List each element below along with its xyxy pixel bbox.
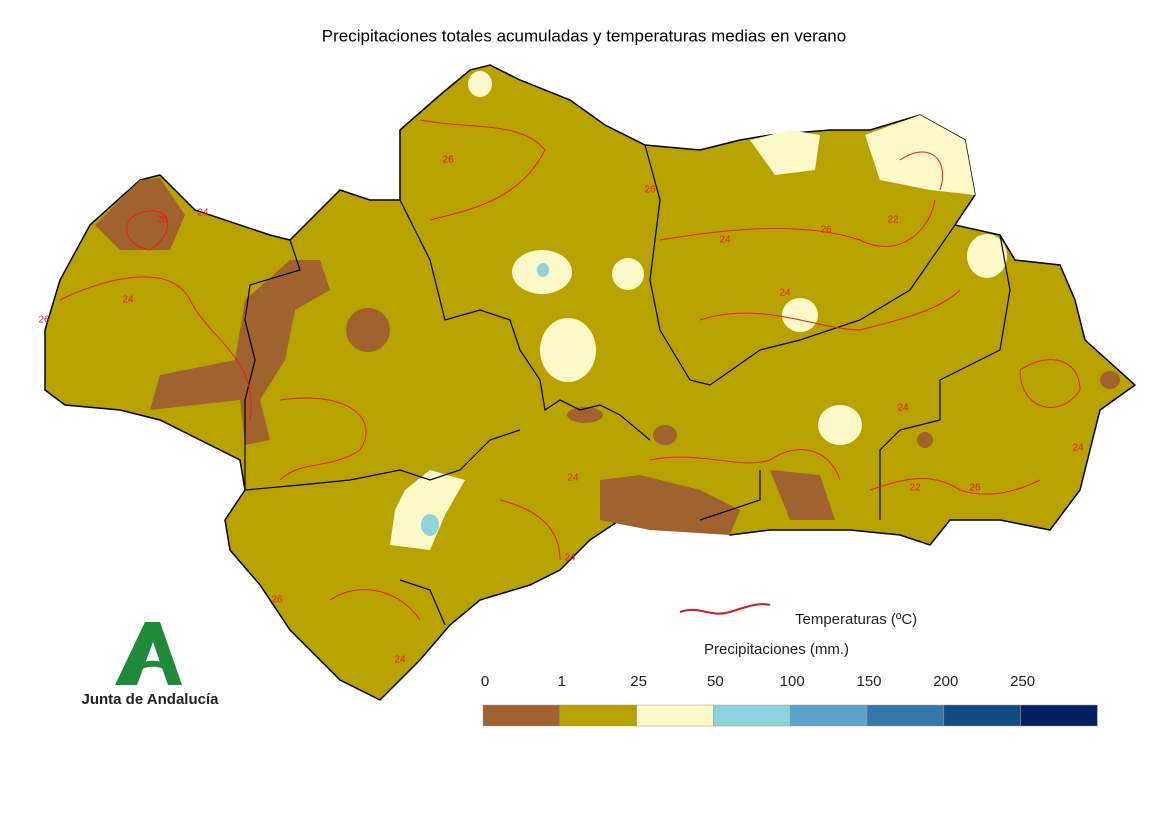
logo-mark — [129, 660, 175, 675]
temperature-swatch — [679, 603, 771, 615]
scale-swatch — [636, 704, 714, 727]
scale-label: 250 — [1010, 673, 1035, 690]
color-scale: 0 1 25 50 100 150 200 250 — [481, 673, 1098, 727]
isotherm-label: 24 — [779, 288, 791, 299]
isotherm-label: 26 — [156, 215, 168, 226]
scale-label: 200 — [933, 673, 958, 690]
logo-mark — [115, 622, 182, 685]
isotherm-label: 26 — [820, 225, 832, 236]
scale-swatch — [1020, 704, 1098, 727]
logo-text: Junta de Andalucía — [82, 691, 220, 708]
scale-label: 1 — [558, 673, 566, 690]
scale-swatch — [789, 704, 868, 727]
wetter-area — [537, 263, 549, 277]
scale-label: 50 — [707, 673, 724, 690]
scale-swatch — [482, 704, 561, 727]
wetter-area — [421, 514, 439, 536]
dry-areas — [95, 178, 1120, 535]
isotherm-label: 24 — [197, 208, 209, 219]
isotherm-label: 24 — [567, 473, 579, 484]
region-fill — [44, 64, 1137, 701]
isotherms — [59, 119, 1081, 621]
scale-swatch — [559, 704, 637, 727]
isotherm-label: 26 — [644, 185, 656, 196]
scale-label: 25 — [630, 673, 647, 690]
isotherm-label: 22 — [909, 483, 921, 494]
isotherm-label: 26 — [969, 483, 981, 494]
isotherm-label: 24 — [1072, 443, 1084, 454]
scale-swatch — [866, 704, 945, 727]
scale-label: 100 — [780, 673, 805, 690]
isotherm-label: 26 — [38, 315, 50, 326]
logo: Junta de Andalucía — [82, 622, 220, 708]
isotherm-label: 24 — [719, 235, 731, 246]
isotherm-label: 24 — [564, 553, 576, 564]
scale-swatch — [943, 704, 1021, 727]
andalucia-map: 26 24 26 24 26 26 24 22 24 26 24 22 26 24 24 24 26 24 — [38, 64, 1137, 701]
scale-label: 0 — [481, 673, 489, 690]
map-title: Precipitaciones totales acumuladas y tem… — [322, 26, 846, 45]
scale-label: 150 — [856, 673, 881, 690]
precipitation-legend-label: Precipitaciones (mm.) — [704, 641, 849, 658]
isotherm-label: 24 — [897, 403, 909, 414]
scale-swatch — [713, 704, 791, 727]
isotherm-label: 26 — [271, 595, 283, 606]
isotherm-labels: 26 24 26 24 26 26 24 22 24 26 24 22 26 24 24 24 26 24 — [38, 155, 1084, 666]
wet-areas — [390, 71, 1007, 550]
isotherm-label: 22 — [887, 215, 899, 226]
temperature-legend-label: Temperaturas (ºC) — [795, 611, 917, 628]
isotherm-label: 26 — [442, 155, 454, 166]
isotherm-label: 24 — [122, 295, 134, 306]
province-borders — [244, 144, 1011, 626]
legend: Temperaturas (ºC) Precipitaciones (mm.) … — [481, 603, 1098, 727]
isotherm-label: 24 — [394, 655, 406, 666]
